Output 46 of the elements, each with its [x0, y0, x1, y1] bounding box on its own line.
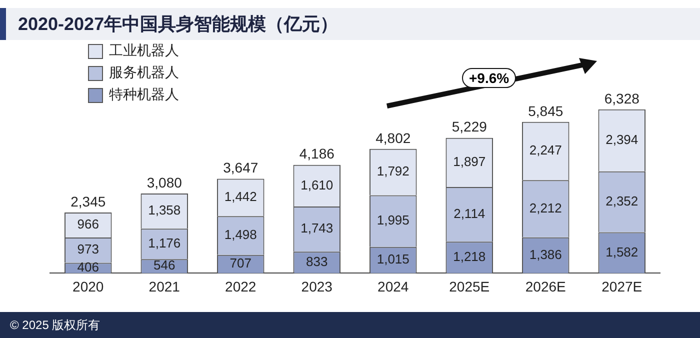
data-label: 1,218: [453, 249, 486, 264]
data-label: 2,247: [529, 142, 562, 158]
x-tick-label: 2022: [225, 278, 256, 294]
data-label: 1,442: [224, 189, 257, 204]
data-label: 2,212: [529, 200, 562, 216]
x-tick-label: 2025E: [449, 278, 490, 294]
total-label: 5,845: [528, 102, 564, 119]
data-label: 546: [154, 258, 176, 273]
x-tick-label: 2027E: [602, 278, 642, 294]
total-label: 6,328: [604, 90, 640, 106]
data-label: 833: [306, 254, 328, 269]
data-label: 1,792: [376, 164, 410, 179]
x-tick-label: 2020: [72, 278, 104, 294]
x-tick-label: 2024: [378, 278, 409, 294]
data-label: 2,352: [606, 193, 638, 208]
data-label: 2,114: [454, 206, 486, 221]
data-label: 1,995: [376, 212, 410, 228]
text: © 2025 版权所有: [0, 312, 700, 338]
data-label: 1,897: [453, 154, 486, 169]
text: +9.6%: [462, 68, 516, 88]
data-label: 966: [77, 216, 99, 232]
legend-label: 工业机器人: [108, 41, 179, 60]
data-label: 1,176: [148, 235, 181, 250]
legend-label: 服务机器人: [108, 63, 179, 82]
data-label: 1,610: [300, 177, 334, 192]
x-tick-label: 2021: [148, 278, 180, 294]
total-label: 3,647: [223, 160, 258, 176]
x-tick-label: 2023: [301, 278, 333, 294]
data-label: 1,386: [529, 246, 562, 262]
total-label: 2,345: [70, 193, 106, 210]
data-label: 1,582: [606, 244, 638, 260]
data-label: 1,015: [376, 252, 410, 267]
legend-label: 特种机器人: [108, 85, 179, 104]
x-tick-label: 2026E: [525, 278, 566, 294]
data-label: 973: [77, 242, 99, 257]
data-label: 2,394: [606, 132, 638, 147]
data-label: 1,743: [300, 220, 334, 236]
total-label: 4,802: [376, 130, 411, 146]
data-label: 1,358: [148, 202, 181, 218]
total-label: 4,186: [299, 146, 335, 162]
data-label: 1,498: [224, 227, 257, 242]
total-label: 5,229: [452, 118, 488, 135]
chart-title: 2020-2027年中国具身智能规模（亿元）: [17, 13, 340, 36]
data-label: 406: [77, 260, 99, 275]
data-label: 707: [230, 256, 252, 271]
total-label: 3,080: [146, 174, 182, 190]
